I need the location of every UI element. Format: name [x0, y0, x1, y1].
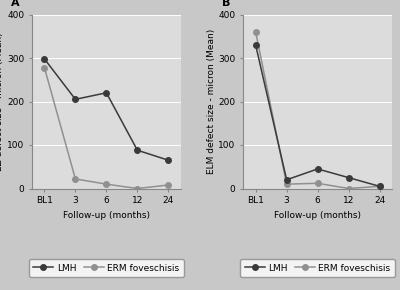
Legend: LMH, ERM foveschisis: LMH, ERM foveschisis	[29, 259, 184, 277]
Text: A: A	[11, 0, 20, 8]
Line: ERM foveschisis: ERM foveschisis	[253, 29, 382, 191]
LMH	[253, 43, 258, 47]
X-axis label: Follow-up (months): Follow-up (months)	[63, 211, 150, 220]
LMH	[42, 57, 47, 61]
ERM foveschisis	[346, 187, 351, 190]
Line: LMH: LMH	[42, 56, 171, 163]
LMH	[315, 167, 320, 171]
LMH	[166, 158, 171, 162]
ERM foveschisis	[315, 182, 320, 185]
Line: ERM foveschisis: ERM foveschisis	[42, 65, 171, 191]
ERM foveschisis	[166, 183, 171, 187]
X-axis label: Follow-up (months): Follow-up (months)	[274, 211, 361, 220]
LMH	[284, 178, 289, 182]
LMH	[104, 91, 109, 95]
Y-axis label: EZ defect size - micron (Mean): EZ defect size - micron (Mean)	[0, 32, 4, 171]
Y-axis label: ELM defect size - micron (Mean): ELM defect size - micron (Mean)	[206, 29, 216, 174]
LMH	[73, 97, 78, 101]
Legend: LMH, ERM foveschisis: LMH, ERM foveschisis	[240, 259, 395, 277]
ERM foveschisis	[104, 182, 109, 186]
ERM foveschisis	[135, 187, 140, 190]
ERM foveschisis	[42, 66, 47, 69]
LMH	[346, 176, 351, 179]
Line: LMH: LMH	[253, 42, 382, 189]
LMH	[377, 185, 382, 188]
ERM foveschisis	[377, 185, 382, 188]
ERM foveschisis	[284, 182, 289, 186]
Text: B: B	[222, 0, 231, 8]
LMH	[135, 148, 140, 152]
ERM foveschisis	[253, 30, 258, 34]
ERM foveschisis	[73, 177, 78, 181]
